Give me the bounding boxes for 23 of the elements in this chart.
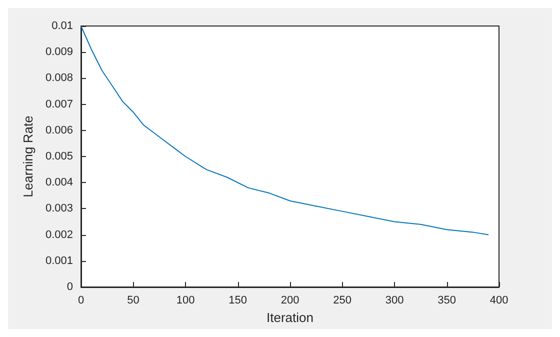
y-tick-label: 0 xyxy=(66,281,73,293)
x-axis-title: Iteration xyxy=(266,310,314,325)
x-tick-label: 350 xyxy=(438,294,456,306)
y-tick-label: 0.007 xyxy=(45,98,73,110)
x-tick-label: 50 xyxy=(127,294,140,306)
x-tick-label: 400 xyxy=(490,294,508,306)
y-axis-title: Learning Rate xyxy=(20,116,36,198)
y-tick-label: 0.004 xyxy=(45,176,73,189)
y-tick-label: 0.001 xyxy=(45,254,73,267)
line-series xyxy=(80,26,490,236)
x-tick-label: 0 xyxy=(78,294,84,306)
x-tick-label: 300 xyxy=(385,294,404,306)
x-tick-label: 100 xyxy=(176,294,195,306)
y-tick-label: 0.009 xyxy=(45,46,73,58)
x-tick-label: 200 xyxy=(280,294,300,306)
x-tick-label: 250 xyxy=(333,294,352,306)
y-tick-label: 0.003 xyxy=(45,202,73,215)
y-tick-label: 0.002 xyxy=(45,228,73,241)
y-tick-label: 0.01 xyxy=(52,20,73,32)
y-tick-label: 0.005 xyxy=(45,150,73,162)
y-tick-label: 0.006 xyxy=(45,124,73,136)
y-tick-label: 0.008 xyxy=(45,72,73,84)
x-tick-label: 150 xyxy=(228,294,247,306)
